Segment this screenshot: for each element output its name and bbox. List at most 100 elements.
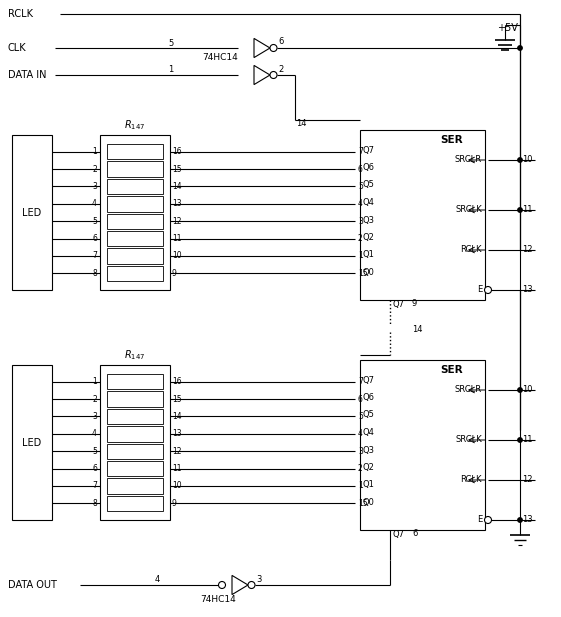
Bar xyxy=(107,426,163,442)
Text: 13: 13 xyxy=(522,515,532,524)
Text: $R_{147}$: $R_{147}$ xyxy=(125,348,146,362)
Text: Q7: Q7 xyxy=(363,146,375,154)
Circle shape xyxy=(218,581,226,589)
Circle shape xyxy=(485,286,491,294)
Text: SRCLK: SRCLK xyxy=(455,436,482,444)
Text: Q7: Q7 xyxy=(363,376,375,384)
Text: 16: 16 xyxy=(172,377,182,386)
Text: Q2: Q2 xyxy=(363,233,375,242)
Bar xyxy=(107,478,163,494)
Text: 14: 14 xyxy=(412,325,422,334)
Text: 3: 3 xyxy=(256,574,261,584)
Text: SRCLR: SRCLR xyxy=(455,155,482,165)
Polygon shape xyxy=(232,576,248,595)
Text: 2: 2 xyxy=(358,234,363,243)
Text: 13: 13 xyxy=(522,286,532,294)
Text: 5: 5 xyxy=(168,38,173,48)
Polygon shape xyxy=(254,65,270,85)
Bar xyxy=(107,231,163,246)
Circle shape xyxy=(485,516,491,523)
Text: RCLK: RCLK xyxy=(461,246,482,254)
Text: Q3: Q3 xyxy=(363,445,375,455)
Text: 4: 4 xyxy=(358,429,363,438)
Text: 74HC14: 74HC14 xyxy=(200,595,236,603)
Text: Q6: Q6 xyxy=(363,393,375,402)
Text: 15: 15 xyxy=(358,269,367,278)
Bar xyxy=(107,461,163,476)
Text: 11: 11 xyxy=(172,464,182,473)
Circle shape xyxy=(270,44,277,51)
Bar xyxy=(107,213,163,229)
Text: 14: 14 xyxy=(172,182,182,191)
Text: 6: 6 xyxy=(358,394,363,404)
Text: 2: 2 xyxy=(278,65,283,73)
Text: 10: 10 xyxy=(522,386,532,394)
Text: 5: 5 xyxy=(92,217,97,226)
Text: 14: 14 xyxy=(296,120,306,128)
Text: 12: 12 xyxy=(522,246,532,254)
Circle shape xyxy=(518,158,522,162)
Text: 8: 8 xyxy=(92,499,97,508)
Bar xyxy=(107,266,163,281)
Text: 7: 7 xyxy=(358,147,363,156)
Text: Q4: Q4 xyxy=(363,428,375,437)
Text: $R_{147}$: $R_{147}$ xyxy=(125,118,146,132)
Bar xyxy=(100,135,170,290)
Text: Q5: Q5 xyxy=(363,181,375,189)
Text: 3: 3 xyxy=(92,182,97,191)
Circle shape xyxy=(270,72,277,78)
Text: Q0: Q0 xyxy=(363,498,375,507)
Bar xyxy=(107,162,163,176)
Text: 6: 6 xyxy=(92,464,97,473)
Circle shape xyxy=(518,438,522,442)
Text: 9: 9 xyxy=(172,499,177,508)
Text: Q7: Q7 xyxy=(393,299,405,308)
Text: 2: 2 xyxy=(92,394,97,404)
Text: 1: 1 xyxy=(358,481,363,491)
Text: 16: 16 xyxy=(172,147,182,156)
Text: DATA OUT: DATA OUT xyxy=(8,580,57,590)
Text: 5: 5 xyxy=(358,182,363,191)
Text: SER: SER xyxy=(440,365,463,375)
Text: 1: 1 xyxy=(92,377,97,386)
Text: LED: LED xyxy=(22,437,42,447)
Polygon shape xyxy=(254,38,270,57)
Text: Q1: Q1 xyxy=(363,251,375,260)
Text: 7: 7 xyxy=(92,252,97,260)
Text: 5: 5 xyxy=(92,447,97,456)
Circle shape xyxy=(518,208,522,212)
Circle shape xyxy=(518,46,522,50)
Text: 11: 11 xyxy=(172,234,182,243)
Text: SRCLR: SRCLR xyxy=(455,386,482,394)
Text: 3: 3 xyxy=(358,217,363,226)
Text: 13: 13 xyxy=(172,199,182,209)
Bar xyxy=(107,495,163,511)
Text: Q3: Q3 xyxy=(363,215,375,225)
Text: 15: 15 xyxy=(172,165,182,173)
Text: 4: 4 xyxy=(92,429,97,438)
Text: 12: 12 xyxy=(172,447,182,456)
Text: 11: 11 xyxy=(522,436,532,444)
Text: Q2: Q2 xyxy=(363,463,375,472)
Bar xyxy=(107,444,163,459)
Bar xyxy=(107,179,163,194)
Text: 6: 6 xyxy=(92,234,97,243)
Text: 12: 12 xyxy=(522,476,532,484)
Text: RCLK: RCLK xyxy=(461,476,482,484)
Text: 2: 2 xyxy=(358,464,363,473)
Text: 4: 4 xyxy=(358,199,363,209)
Bar xyxy=(107,196,163,212)
Text: Q7: Q7 xyxy=(393,529,405,539)
Text: 74HC14: 74HC14 xyxy=(202,54,238,62)
Text: 6: 6 xyxy=(278,38,283,46)
Text: RCLK: RCLK xyxy=(8,9,33,19)
Text: Q4: Q4 xyxy=(363,198,375,207)
Bar xyxy=(107,391,163,407)
Bar xyxy=(360,360,485,530)
Bar xyxy=(107,374,163,389)
Circle shape xyxy=(248,581,255,589)
Text: DATA IN: DATA IN xyxy=(8,70,47,80)
Text: 3: 3 xyxy=(92,412,97,421)
Text: 7: 7 xyxy=(358,377,363,386)
Text: 6: 6 xyxy=(412,529,417,539)
